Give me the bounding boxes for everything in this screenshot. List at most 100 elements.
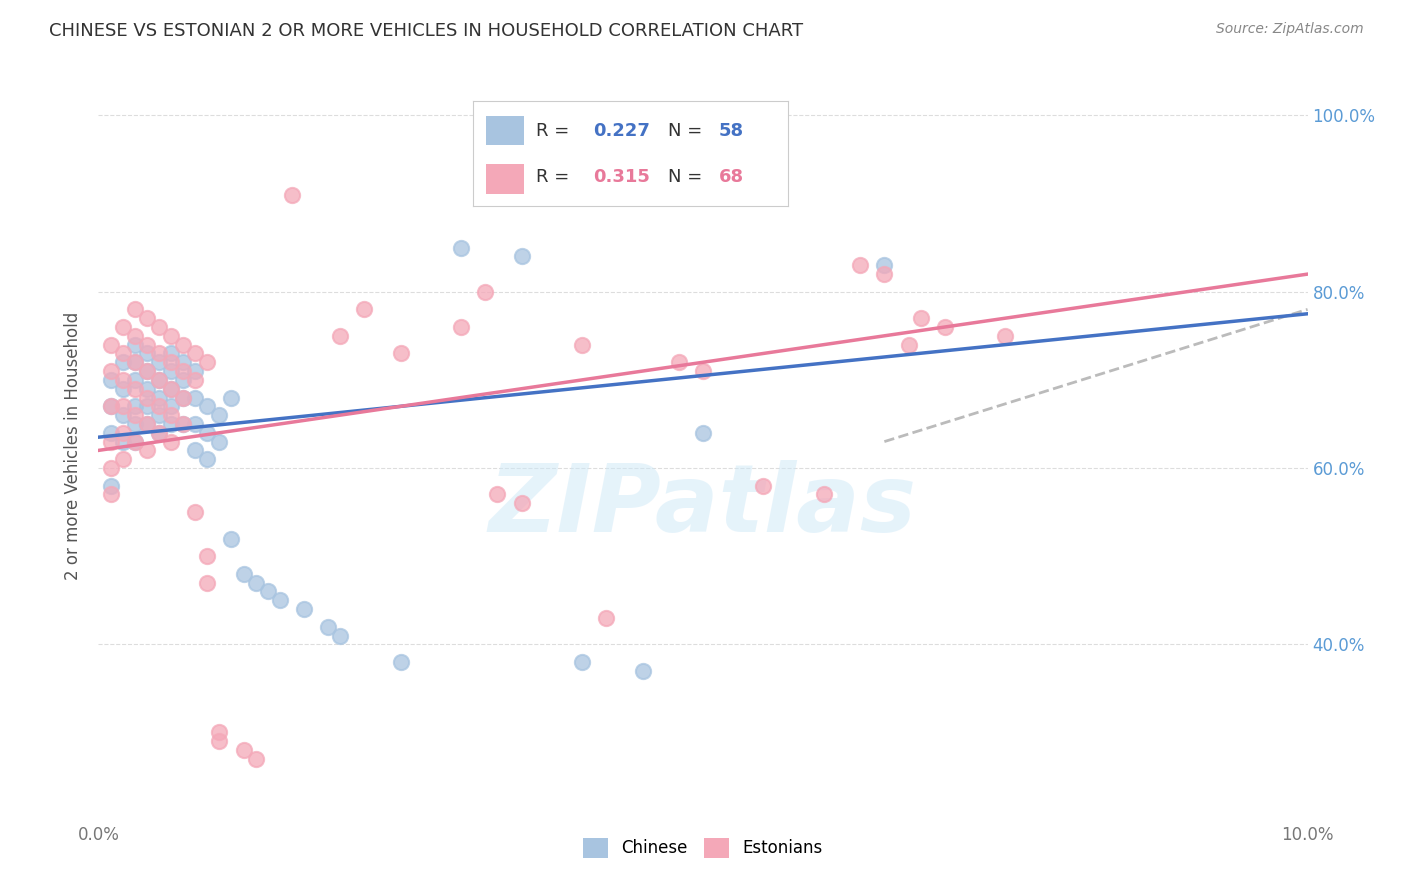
Point (256, 584, 278, 599)
Legend: Chinese, Estonians: Chinese, Estonians (576, 831, 830, 864)
Point (232, 743, 254, 757)
Point (111, 434, 134, 449)
Y-axis label: 2 or more Vehicles in Household: 2 or more Vehicles in Household (65, 312, 83, 580)
Point (135, 417, 157, 431)
Point (148, 425, 170, 440)
Point (111, 355, 134, 369)
Point (232, 566, 254, 581)
Point (148, 320, 170, 334)
Point (135, 346, 157, 360)
Point (124, 400, 146, 414)
Point (135, 391, 157, 405)
Point (172, 337, 194, 351)
Point (195, 575, 218, 590)
Point (195, 400, 218, 414)
Point (450, 241, 472, 255)
Point (160, 382, 183, 396)
Point (111, 452, 134, 467)
Point (292, 602, 315, 616)
Text: CHINESE VS ESTONIAN 2 OR MORE VEHICLES IN HOUSEHOLD CORRELATION CHART: CHINESE VS ESTONIAN 2 OR MORE VEHICLES I… (49, 22, 803, 40)
Point (124, 302, 146, 317)
Point (172, 355, 194, 369)
Point (124, 355, 146, 369)
Point (595, 611, 617, 625)
Point (474, 285, 496, 299)
Point (148, 425, 170, 440)
Point (184, 505, 207, 519)
Text: ZIPatlas: ZIPatlas (489, 460, 917, 552)
Point (571, 337, 593, 351)
Point (668, 355, 690, 369)
Point (692, 425, 714, 440)
Point (100, 487, 122, 501)
Point (195, 425, 218, 440)
Point (100, 400, 122, 414)
Point (329, 328, 352, 343)
Point (100, 478, 122, 492)
Point (124, 408, 146, 422)
Point (849, 258, 872, 272)
Point (135, 337, 157, 351)
Point (111, 400, 134, 414)
Point (208, 725, 231, 739)
Point (100, 434, 122, 449)
Point (135, 311, 157, 326)
Point (389, 655, 412, 669)
Point (124, 417, 146, 431)
Point (184, 346, 207, 360)
Point (172, 364, 194, 378)
Point (184, 364, 207, 378)
Point (692, 364, 714, 378)
Point (172, 417, 194, 431)
Point (221, 391, 243, 405)
Point (269, 593, 291, 607)
Point (994, 328, 1017, 343)
Point (873, 258, 896, 272)
Point (510, 250, 533, 264)
Point (281, 187, 304, 202)
Point (135, 417, 157, 431)
Point (353, 302, 375, 317)
Point (873, 267, 896, 281)
Point (160, 328, 183, 343)
Point (195, 355, 218, 369)
Point (124, 434, 146, 449)
Point (124, 434, 146, 449)
Point (111, 425, 134, 440)
Point (148, 346, 170, 360)
Point (813, 487, 835, 501)
Point (752, 478, 775, 492)
Point (100, 373, 122, 387)
Point (135, 400, 157, 414)
Point (160, 346, 183, 360)
Point (195, 452, 218, 467)
Point (172, 373, 194, 387)
Point (135, 443, 157, 458)
Point (184, 373, 207, 387)
Point (510, 496, 533, 510)
Point (195, 549, 218, 564)
Point (160, 355, 183, 369)
Point (124, 337, 146, 351)
Point (184, 443, 207, 458)
Point (135, 382, 157, 396)
Point (184, 417, 207, 431)
Point (450, 320, 472, 334)
Point (148, 373, 170, 387)
Point (160, 382, 183, 396)
Point (571, 655, 593, 669)
Point (135, 364, 157, 378)
Point (124, 382, 146, 396)
Point (208, 434, 231, 449)
Point (910, 311, 932, 326)
Point (111, 373, 134, 387)
Point (111, 382, 134, 396)
Point (172, 391, 194, 405)
Point (148, 355, 170, 369)
Point (184, 391, 207, 405)
Point (160, 364, 183, 378)
Point (631, 664, 654, 678)
Point (111, 346, 134, 360)
Point (148, 408, 170, 422)
Point (148, 400, 170, 414)
